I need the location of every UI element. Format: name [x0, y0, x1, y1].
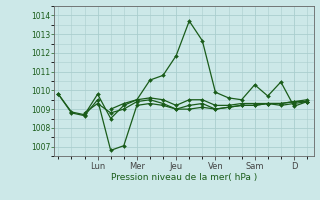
X-axis label: Pression niveau de la mer( hPa ): Pression niveau de la mer( hPa ) — [111, 173, 257, 182]
